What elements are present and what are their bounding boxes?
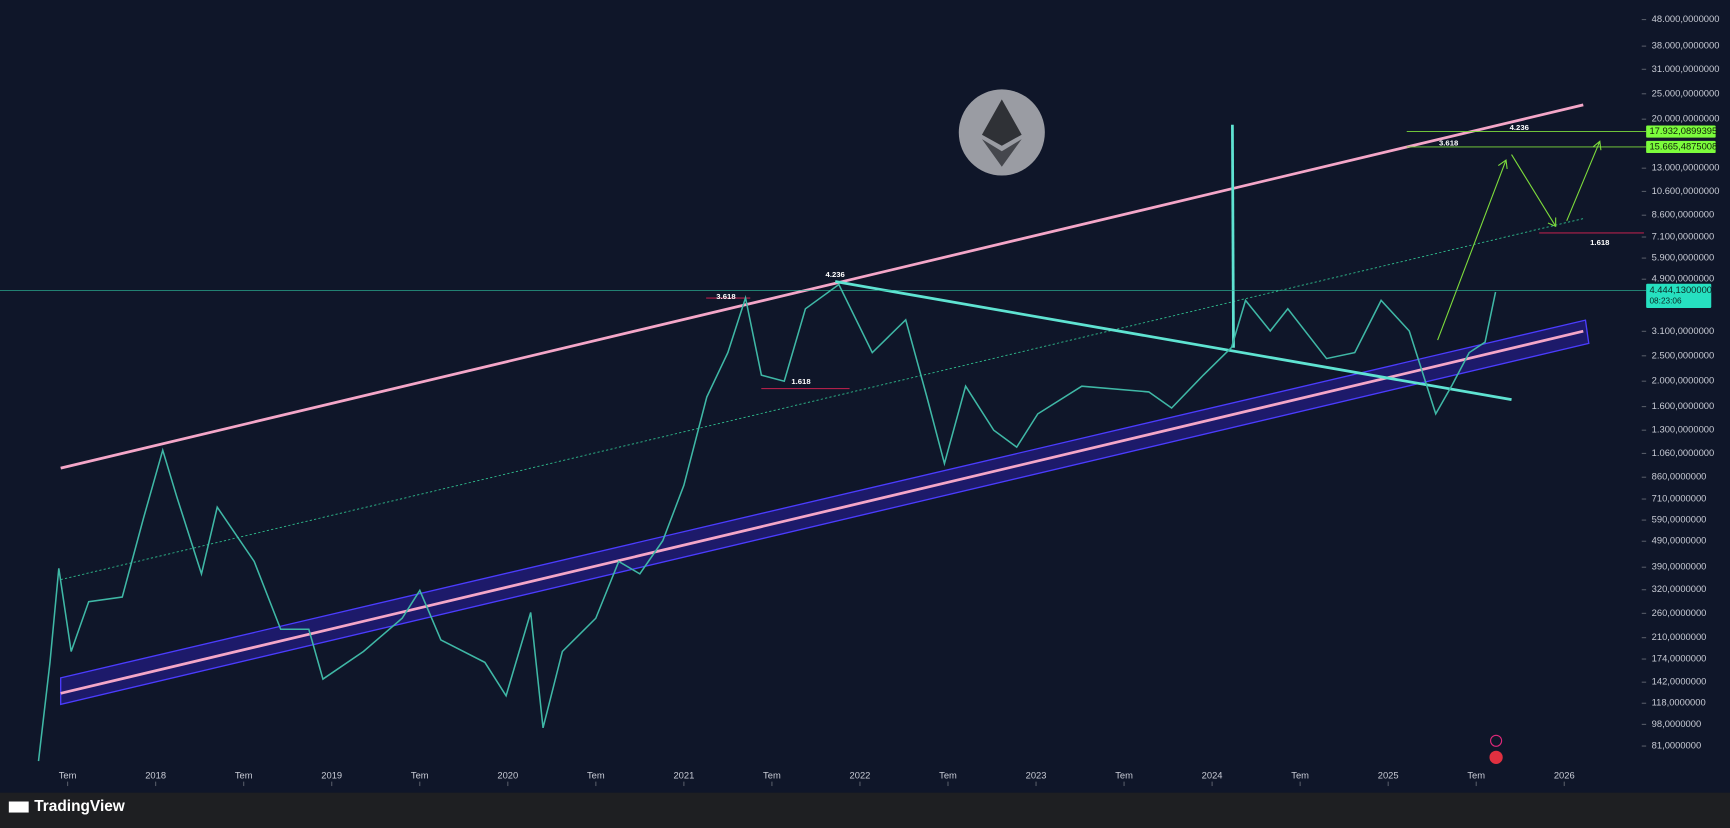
level-box: [1646, 125, 1716, 138]
fib-label: 4.236: [826, 270, 846, 279]
current-price-box: [1646, 283, 1712, 309]
y-tick-label: 1.060,0000000: [1652, 448, 1715, 458]
y-tick-label: 98,0000000: [1652, 719, 1702, 729]
y-tick-label: 4.900,0000000: [1652, 274, 1715, 284]
fib-label: 4.236: [1510, 123, 1530, 132]
y-tick-label: 31.000,0000000: [1652, 64, 1720, 74]
y-tick-label: 2.000,0000000: [1652, 376, 1715, 386]
y-tick-label: 590,0000000: [1652, 515, 1707, 525]
y-tick-label: 710,0000000: [1652, 494, 1707, 504]
x-tick-label: Tem: [411, 771, 429, 781]
eth-logo: [981, 139, 1022, 167]
y-tick-label: 10.600,0000000: [1652, 186, 1720, 196]
channel-lower: [60, 329, 1584, 695]
cyan-vertical: [1231, 124, 1235, 348]
x-tick-label: 2018: [145, 771, 166, 781]
y-tick-label: 13.000,0000000: [1652, 163, 1720, 173]
x-tick-label: Tem: [1291, 771, 1309, 781]
y-tick-label: 2.500,0000000: [1652, 350, 1715, 360]
icon: [1490, 734, 1503, 747]
fib-label: 1.618: [791, 377, 811, 386]
y-tick-label: 20.000,0000000: [1652, 114, 1720, 124]
x-tick-label: Tem: [587, 771, 605, 781]
projection-arrows: [1437, 140, 1602, 341]
x-tick-label: 2020: [497, 771, 518, 781]
x-tick-label: 2022: [850, 771, 871, 781]
y-tick-label: 81,0000000: [1652, 741, 1702, 751]
footer: [0, 792, 1730, 828]
y-tick-label: 210,0000000: [1652, 632, 1707, 642]
y-tick-label: 1.300,0000000: [1652, 425, 1715, 435]
y-tick-label: 38.000,0000000: [1652, 41, 1720, 51]
y-tick-label: 3.100,0000000: [1652, 326, 1715, 336]
x-tick-label: Tem: [1115, 771, 1133, 781]
x-tick-label: 2024: [1202, 771, 1223, 781]
y-tick-label: 390,0000000: [1652, 562, 1707, 572]
y-tick-label: 48.000,0000000: [1652, 14, 1720, 24]
x-tick-label: Tem: [763, 771, 781, 781]
y-tick-label: 174,0000000: [1652, 654, 1707, 664]
level-label: 15.665,4875008: [1649, 141, 1717, 151]
eth-logo: [981, 99, 1022, 146]
fib-label: 3.618: [1439, 139, 1459, 148]
y-tick-label: 8.600,0000000: [1652, 210, 1715, 220]
fib-label: 1.618: [1590, 238, 1610, 247]
y-tick-label: 260,0000000: [1652, 608, 1707, 618]
y-tick-label: 860,0000000: [1652, 472, 1707, 482]
y-tick-label: 320,0000000: [1652, 584, 1707, 594]
cyan-trendline: [834, 280, 1512, 402]
x-tick-label: 2021: [673, 771, 694, 781]
brand: TradingView: [34, 798, 126, 815]
x-tick-label: Tem: [1467, 771, 1485, 781]
y-tick-label: 7.100,0000000: [1652, 232, 1715, 242]
plot-background: [0, 0, 1730, 793]
level-label: 17.932,0899395: [1649, 126, 1717, 136]
fib-label: 3.618: [716, 292, 736, 301]
dotted-trendline: [60, 218, 1584, 581]
y-tick-label: 118,0000000: [1652, 698, 1706, 708]
x-tick-label: Tem: [59, 771, 77, 781]
channel-upper: [60, 103, 1584, 470]
y-tick-label: 1.600,0000000: [1652, 401, 1715, 411]
level-box: [1646, 140, 1716, 154]
x-tick-label: 2019: [321, 771, 342, 781]
y-tick-label: 490,0000000: [1652, 536, 1707, 546]
x-tick-label: 2023: [1026, 771, 1047, 781]
brand-logo: [8, 801, 29, 813]
x-tick-label: Tem: [939, 771, 957, 781]
x-tick-label: Tem: [235, 771, 253, 781]
y-tick-label: 142,0000000: [1652, 677, 1707, 687]
x-tick-label: 2025: [1378, 771, 1399, 781]
countdown: 08:23:06: [1649, 297, 1682, 306]
y-tick-label: 5.900,0000000: [1652, 253, 1715, 263]
current-price-label: 4.444,1300000: [1649, 285, 1712, 295]
y-tick-label: 25.000,0000000: [1652, 88, 1720, 98]
price-line: [37, 283, 1497, 762]
icon: [1489, 750, 1503, 764]
x-tick-label: 2026: [1554, 771, 1575, 781]
